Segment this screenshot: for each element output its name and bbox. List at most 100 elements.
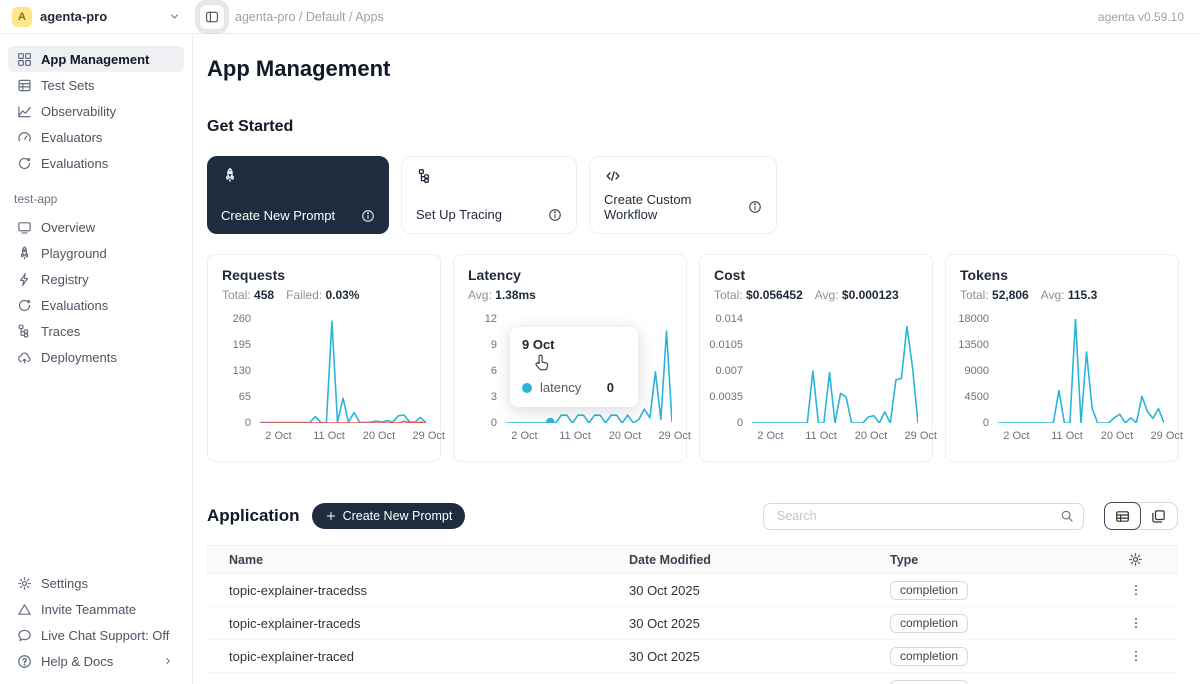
y-axis-tick: 0 bbox=[244, 417, 251, 429]
cell-date-modified: 27 Oct 2025 bbox=[617, 682, 878, 684]
table-view-icon bbox=[1115, 509, 1130, 524]
get-started-card-create-new-prompt[interactable]: Create New Prompt bbox=[207, 156, 389, 234]
sidebar-item-label: Live Chat Support: Off bbox=[41, 627, 170, 643]
search-input[interactable] bbox=[775, 508, 1060, 524]
table-row[interactable]: topic-explainer-traceds 30 Oct 2025 comple… bbox=[207, 607, 1178, 640]
question-icon bbox=[17, 654, 32, 669]
gear-icon bbox=[17, 576, 32, 591]
metric-stat: Total: $0.056452 bbox=[714, 288, 803, 302]
y-axis-tick: 3 bbox=[490, 391, 497, 403]
row-menu-button[interactable] bbox=[1129, 583, 1143, 597]
x-axis-tick: 20 Oct bbox=[854, 430, 888, 442]
cell-name: topic-explainer-tracedss bbox=[229, 582, 368, 598]
table-header: Name Date Modified Type bbox=[207, 545, 1178, 574]
triangle-icon bbox=[17, 602, 32, 617]
sidebar-item-label: App Management bbox=[41, 51, 150, 67]
cell-date-modified: 30 Oct 2025 bbox=[629, 615, 700, 631]
table-row[interactable]: topic-explainer-tracedss 30 Oct 2025 compl… bbox=[207, 574, 1178, 607]
card-label: Create New Prompt bbox=[221, 208, 336, 223]
column-header-type[interactable]: Type bbox=[878, 553, 1093, 567]
tree-icon bbox=[416, 168, 434, 184]
search-icon[interactable] bbox=[1060, 509, 1074, 523]
y-axis-tick: 13500 bbox=[958, 339, 989, 351]
sidebar-item-evaluations[interactable]: Evaluations bbox=[8, 292, 184, 318]
tree-icon bbox=[17, 323, 32, 339]
metric-stat: Avg: 115.3 bbox=[1040, 288, 1098, 302]
monitor-icon bbox=[17, 220, 32, 235]
create-new-prompt-button[interactable]: Create New Prompt bbox=[311, 503, 466, 529]
sidebar-nav-top: App Management Test Sets Observability Eval… bbox=[8, 46, 184, 176]
y-axis-tick: 0.0105 bbox=[709, 339, 743, 351]
sidebar-item-registry[interactable]: Registry bbox=[8, 266, 184, 292]
chevron-down-icon bbox=[168, 10, 181, 23]
workspace-selector[interactable]: A agenta-pro bbox=[0, 0, 193, 33]
gauge-icon bbox=[17, 130, 32, 145]
sidebar-item-label: Traces bbox=[41, 323, 81, 339]
card-view-button[interactable] bbox=[1140, 502, 1177, 530]
info-icon bbox=[748, 200, 762, 214]
y-axis-tick: 260 bbox=[232, 313, 251, 325]
metrics-row: Requests Total: 458 Failed: 0.03% 260 195 130… bbox=[207, 254, 1183, 462]
metric-title: Cost bbox=[714, 267, 746, 283]
type-badge: completion bbox=[890, 646, 969, 666]
sidebar-item-label: Evaluations bbox=[41, 155, 109, 171]
x-axis-tick: 11 Oct bbox=[559, 430, 591, 442]
sidebar-item-observability[interactable]: Observability bbox=[8, 98, 184, 124]
sidebar-item-live-chat-support-off[interactable]: Live Chat Support: Off bbox=[8, 622, 184, 648]
x-axis-tick: 11 Oct bbox=[313, 430, 345, 442]
type-badge: completion bbox=[890, 613, 969, 633]
sidebar-item-evaluations[interactable]: Evaluations bbox=[8, 150, 184, 176]
column-settings-icon[interactable] bbox=[1128, 552, 1143, 567]
hand-cursor-icon bbox=[534, 353, 551, 372]
chart-tokens[interactable] bbox=[998, 318, 1165, 424]
get-started-card-set-up-tracing[interactable]: Set Up Tracing bbox=[401, 156, 577, 234]
card-view-icon bbox=[1151, 509, 1166, 524]
cell-name: topic-explainer-traceds bbox=[229, 615, 361, 631]
sidebar-item-label: Playground bbox=[41, 245, 107, 261]
x-axis-tick: 29 Oct bbox=[904, 430, 937, 442]
metric-card-cost: Cost Total: $0.056452 Avg: $0.000123 0.014 0… bbox=[699, 254, 937, 462]
sidebar-item-overview[interactable]: Overview bbox=[8, 214, 184, 240]
x-axis-tick: 20 Oct bbox=[608, 430, 642, 442]
table-row[interactable]: topic-explainer-traced 30 Oct 2025 complet… bbox=[207, 640, 1178, 673]
card-label: Create Custom Workflow bbox=[604, 192, 692, 222]
sidebar-item-deployments[interactable]: Deployments bbox=[8, 344, 184, 370]
sidebar-item-test-sets[interactable]: Test Sets bbox=[8, 72, 184, 98]
metric-stat: Avg: $0.000123 bbox=[814, 288, 899, 302]
column-header-date-modified[interactable]: Date Modified bbox=[617, 553, 878, 567]
sidebar-item-help-docs[interactable]: Help & Docs bbox=[8, 648, 184, 674]
sidebar-item-invite-teammate[interactable]: Invite Teammate bbox=[8, 596, 184, 622]
chart-cost[interactable] bbox=[752, 319, 919, 424]
evaluations-icon bbox=[17, 156, 32, 171]
row-menu-button[interactable] bbox=[1129, 616, 1143, 630]
x-axis-tick: 2 Oct bbox=[757, 430, 784, 442]
sidebar-item-settings[interactable]: Settings bbox=[8, 570, 184, 596]
sidebar-item-evaluators[interactable]: Evaluators bbox=[8, 124, 184, 150]
type-badge: completion bbox=[890, 679, 969, 684]
column-header-name[interactable]: Name bbox=[229, 552, 264, 567]
sidebar-toggle-button[interactable] bbox=[199, 3, 225, 30]
y-axis-tick: 0.0035 bbox=[709, 391, 743, 403]
sidebar-item-playground[interactable]: Playground bbox=[8, 240, 184, 266]
table-view-button[interactable] bbox=[1104, 502, 1141, 530]
chat-icon bbox=[17, 628, 32, 643]
row-menu-button[interactable] bbox=[1129, 649, 1143, 663]
sidebar-item-app-management[interactable]: App Management bbox=[8, 46, 184, 72]
application-header: Application Create New Prompt bbox=[207, 502, 1178, 530]
metric-stat: Failed: 0.03% bbox=[286, 288, 360, 302]
y-axis-tick: 65 bbox=[238, 391, 251, 403]
chart-tooltip: 9 Oct latency 0 bbox=[510, 327, 638, 407]
chart-requests[interactable] bbox=[260, 319, 427, 424]
tooltip-date: 9 Oct bbox=[522, 337, 555, 352]
tooltip-series-label: latency bbox=[540, 380, 582, 395]
cloud-upload-icon bbox=[17, 350, 32, 365]
sidebar-item-traces[interactable]: Traces bbox=[8, 318, 184, 344]
sidebar-nav-app: Overview Playground Registry Evaluations Tra… bbox=[8, 214, 184, 370]
application-title: Application bbox=[207, 506, 300, 525]
get-started-card-create-custom-workflow[interactable]: Create Custom Workflow bbox=[589, 156, 777, 234]
metric-card-tokens: Tokens Total: 52,806 Avg: 115.3 18000 13500 9… bbox=[945, 254, 1183, 462]
y-axis-tick: 0 bbox=[490, 417, 497, 429]
metric-title: Requests bbox=[222, 267, 286, 283]
table-row[interactable]: career-assessment27 Oct 2025 completion bbox=[207, 673, 1178, 684]
active-point-marker bbox=[546, 417, 555, 427]
